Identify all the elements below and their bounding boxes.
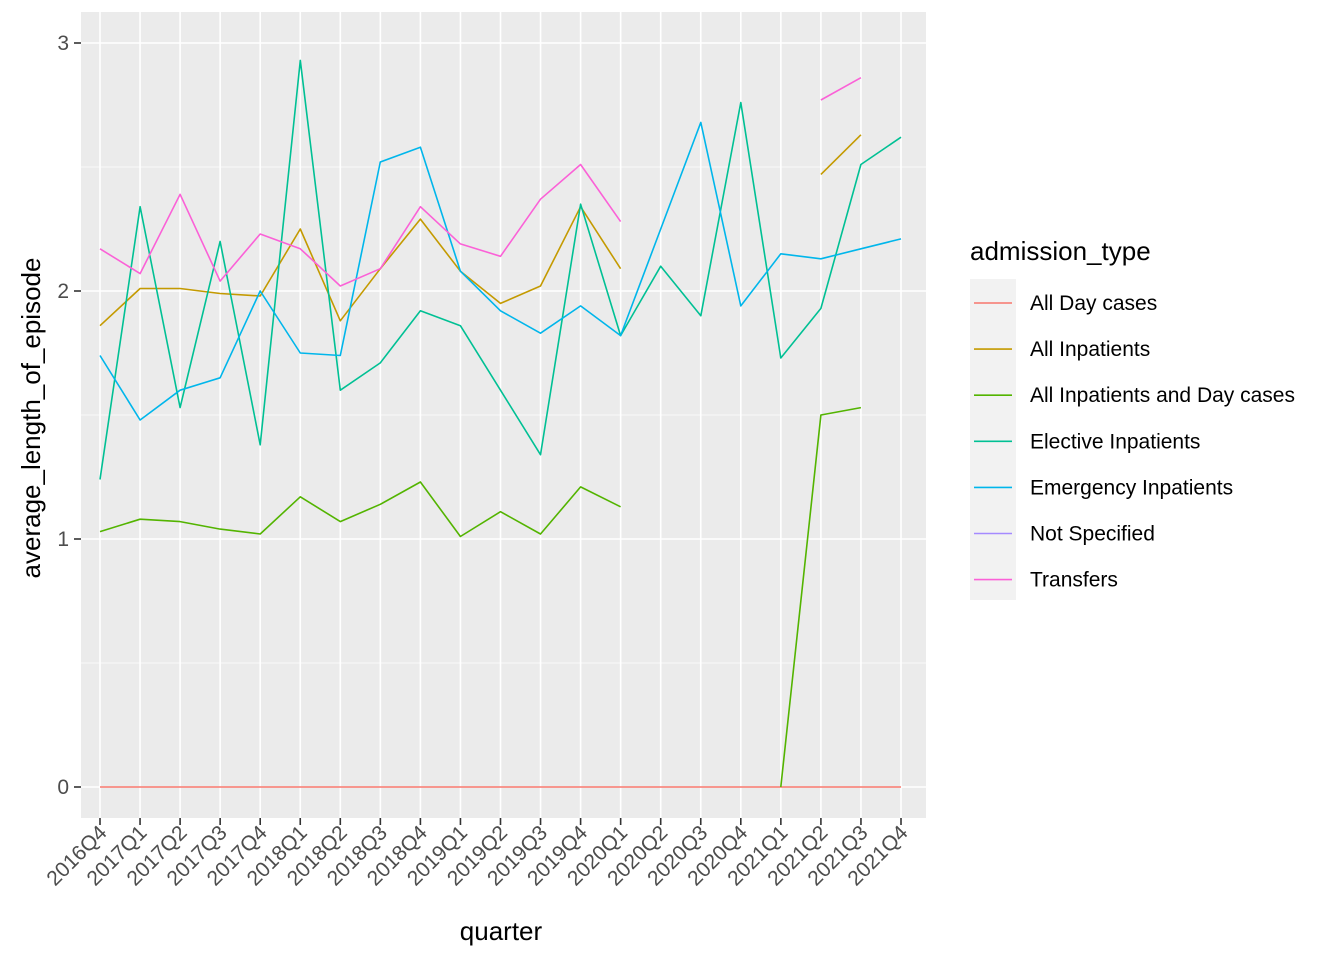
legend-label: Not Specified: [1030, 523, 1155, 546]
legend-label: Transfers: [1030, 569, 1118, 592]
y-axis: 0 1 2 3: [57, 32, 81, 799]
series-line: [820, 77, 862, 101]
major-gridlines: [81, 12, 926, 818]
legend-label: All Inpatients and Day cases: [1030, 384, 1295, 407]
series-line: [99, 481, 621, 538]
series-line: [99, 163, 622, 287]
series-line: [99, 59, 902, 480]
series-lines: [99, 59, 902, 788]
legend: admission_type All Day cases All Inpatien…: [970, 236, 1295, 600]
x-axis: 2016Q42017Q12017Q22017Q32017Q42018Q12018…: [42, 818, 913, 890]
y-tick-label: 3: [57, 32, 69, 55]
legend-label: Elective Inpatients: [1030, 430, 1200, 453]
series-line: [99, 121, 902, 421]
series-line: [780, 406, 862, 788]
y-tick-label: 0: [57, 776, 69, 799]
x-axis-title: quarter: [460, 916, 543, 946]
minor-gridlines: [81, 166, 926, 664]
y-tick-label: 2: [57, 280, 69, 303]
legend-label: Emergency Inpatients: [1030, 476, 1233, 499]
series-line: [820, 134, 862, 175]
legend-label: All Inpatients: [1030, 338, 1150, 361]
legend-label: All Day cases: [1030, 292, 1157, 315]
y-axis-title: average_length_of_episode: [16, 258, 46, 579]
series-line: [99, 205, 622, 327]
legend-key-background: [970, 279, 1016, 600]
legend-title: admission_type: [970, 236, 1151, 266]
y-tick-label: 1: [57, 528, 69, 551]
